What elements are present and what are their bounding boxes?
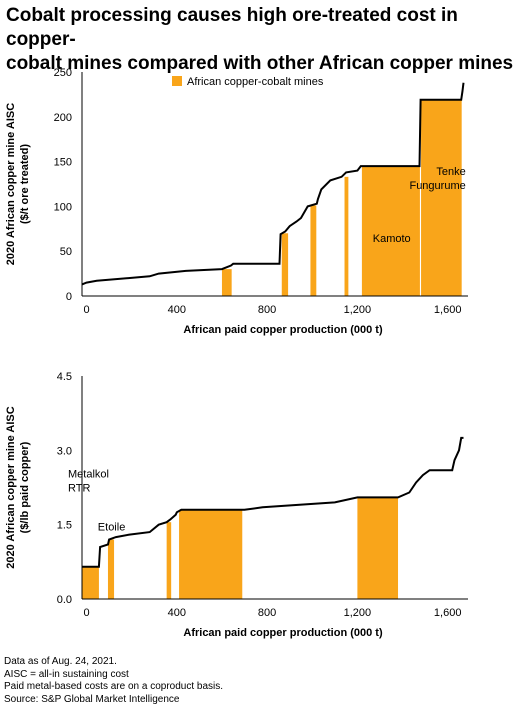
x-tick-label: 800 [258, 607, 276, 619]
x-axis-label: African paid copper production (000 t) [183, 324, 383, 336]
x-axis-label: African paid copper production (000 t) [183, 627, 383, 639]
chart-title: Cobalt processing causes high ore-treate… [6, 4, 514, 76]
x-tick-label: 1,600 [434, 607, 462, 619]
ore-treated-cost-chart: 0 50 100 150 200 250 0 400 800 1,200 1,600 African … [5, 67, 468, 336]
copper-cobalt-mine-bar [344, 176, 349, 296]
cost-curve-line [81, 82, 465, 286]
copper-cobalt-mine-bar [310, 205, 317, 296]
paid-copper-cost-chart: 0.0 1.5 3.0 4.5 0 400 800 1,200 1,600 African pai… [5, 371, 468, 639]
x-tick-label: 400 [168, 304, 186, 316]
copper-cobalt-mine-bar [361, 166, 420, 296]
legend-swatch [172, 76, 182, 86]
y-tick-label: 0 [66, 291, 72, 303]
y-tick-label: 50 [60, 246, 72, 258]
y-axis-label-line-1: 2020 African copper mine AISC [5, 406, 17, 568]
x-tick-label: 0 [83, 607, 89, 619]
mine-annotation: Kamoto [373, 233, 411, 245]
chart-title-line-1: Cobalt processing causes high ore-treate… [6, 5, 458, 50]
chart-title-line-2: cobalt mines compared with other African… [6, 53, 514, 74]
x-tick-label: 0 [83, 304, 89, 316]
y-axis-label-line-2: ($/lb paid copper) [19, 441, 31, 533]
legend-label: African copper-cobalt mines [187, 76, 324, 88]
mine-annotation: Metalkol [68, 469, 109, 481]
y-tick-label: 0.0 [57, 594, 72, 606]
copper-cobalt-mine-bar [221, 269, 232, 296]
footnote-coproduct-basis: Paid metal-based costs are on a coproduc… [4, 681, 224, 692]
copper-cobalt-mine-bar [421, 99, 462, 296]
copper-cobalt-mine-bar [281, 233, 289, 296]
y-tick-label: 150 [54, 157, 72, 169]
footnote-source: Source: S&P Global Market Intelligence [4, 693, 180, 705]
footnotes: Data as of Aug. 24, 2021. AISC = all-in … [4, 656, 223, 706]
copper-cobalt-mine-bar [357, 497, 399, 599]
copper-cobalt-mine-bar [107, 539, 115, 599]
y-axis-label-line-1: 2020 African copper mine AISC [5, 103, 17, 265]
y-tick-label: 1.5 [57, 520, 72, 532]
copper-cobalt-mine-bar [179, 509, 243, 599]
copper-cobalt-mine-bar [82, 566, 99, 599]
y-tick-label: 4.5 [57, 371, 72, 383]
mine-annotation: Fungurume [409, 180, 465, 192]
y-axis-label-line-2: ($/t ore treated) [19, 144, 31, 224]
x-tick-label: 1,200 [344, 607, 372, 619]
mine-annotation: RTR [68, 483, 90, 495]
footnote-data-date: Data as of Aug. 24, 2021. [4, 656, 117, 667]
x-tick-label: 1,200 [344, 304, 372, 316]
mine-annotation: Etoile [98, 522, 126, 534]
cost-curve-line [82, 436, 464, 568]
y-tick-label: 200 [54, 112, 72, 124]
copper-cobalt-mine-bar [166, 522, 172, 599]
mine-annotation: Tenke [436, 166, 465, 178]
x-tick-label: 800 [258, 304, 276, 316]
y-tick-label: 3.0 [57, 445, 72, 457]
x-tick-label: 1,600 [434, 304, 462, 316]
y-tick-label: 100 [54, 201, 72, 213]
y-tick-label: 250 [54, 67, 72, 79]
footnote-aisc-definition: AISC = all-in sustaining cost [4, 668, 129, 680]
x-tick-label: 400 [168, 607, 186, 619]
